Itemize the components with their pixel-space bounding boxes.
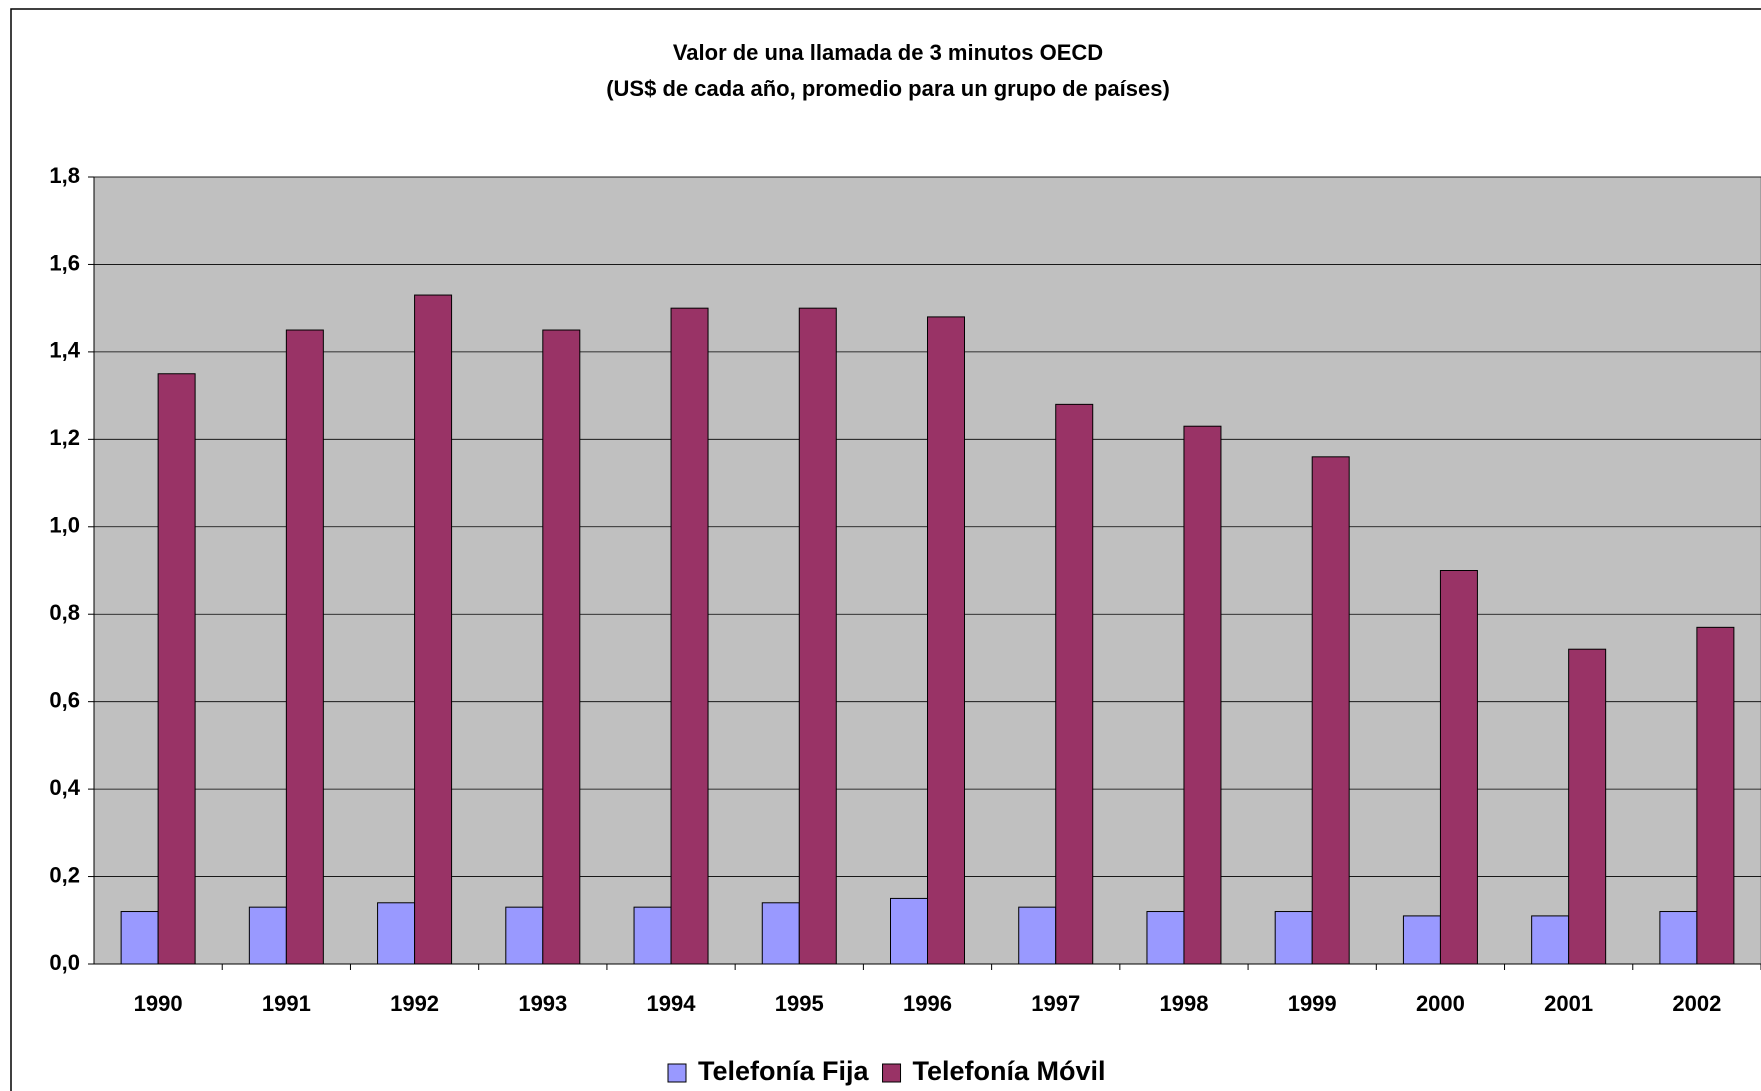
y-tick-label: 1,6	[49, 250, 80, 275]
chart-subtitle: (US$ de cada año, promedio para un grupo…	[606, 76, 1170, 101]
y-tick-label: 0,2	[49, 862, 80, 887]
bar	[798, 307, 837, 965]
x-tick-label: 1997	[1031, 991, 1080, 1016]
bar	[633, 906, 672, 965]
y-tick-label: 1,2	[49, 425, 80, 450]
bar	[1568, 648, 1607, 965]
bar	[1531, 915, 1570, 965]
x-tick-label: 1995	[775, 991, 824, 1016]
x-tick-label: 1994	[647, 991, 697, 1016]
x-tick-label: 1999	[1288, 991, 1337, 1016]
bar	[377, 902, 416, 965]
bar	[1146, 911, 1185, 965]
bar	[761, 902, 800, 965]
legend-swatch	[667, 1063, 687, 1083]
x-tick-label: 1991	[262, 991, 311, 1016]
chart-title: Valor de una llamada de 3 minutos OECD	[673, 40, 1103, 65]
bar	[542, 329, 581, 965]
bar	[890, 897, 928, 965]
legend-label: Telefonía Móvil	[913, 1056, 1106, 1086]
bar	[120, 911, 159, 965]
bar	[1183, 425, 1222, 965]
bar	[1018, 906, 1057, 965]
bar	[927, 316, 965, 965]
bar	[248, 906, 287, 965]
x-tick-label: 1998	[1159, 991, 1208, 1016]
bar	[1659, 911, 1698, 965]
bar	[670, 307, 709, 965]
bar	[1439, 570, 1478, 965]
bar	[157, 373, 196, 965]
y-tick-label: 1,0	[49, 513, 80, 538]
bar	[285, 329, 324, 965]
y-tick-label: 0,0	[49, 950, 80, 975]
y-tick-label: 0,6	[49, 687, 80, 712]
y-tick-label: 1,4	[49, 338, 80, 363]
bar	[505, 906, 544, 965]
y-tick-label: 0,8	[49, 600, 80, 625]
bar	[1055, 403, 1094, 965]
y-tick-label: 0,4	[49, 775, 80, 800]
x-tick-label: 1996	[903, 991, 952, 1016]
legend-swatch	[882, 1063, 902, 1083]
bar	[1696, 626, 1735, 965]
legend-label: Telefonía Fija	[698, 1056, 870, 1086]
x-tick-label: 1993	[518, 991, 567, 1016]
bar	[1402, 915, 1441, 965]
x-tick-label: 2002	[1672, 991, 1721, 1016]
x-tick-label: 2001	[1544, 991, 1593, 1016]
bar	[414, 294, 453, 965]
x-tick-label: 2000	[1416, 991, 1465, 1016]
x-tick-label: 1992	[390, 991, 439, 1016]
y-tick-label: 1,8	[49, 163, 80, 188]
bar	[1274, 911, 1313, 965]
x-tick-label: 1990	[134, 991, 183, 1016]
bar	[1311, 456, 1350, 965]
